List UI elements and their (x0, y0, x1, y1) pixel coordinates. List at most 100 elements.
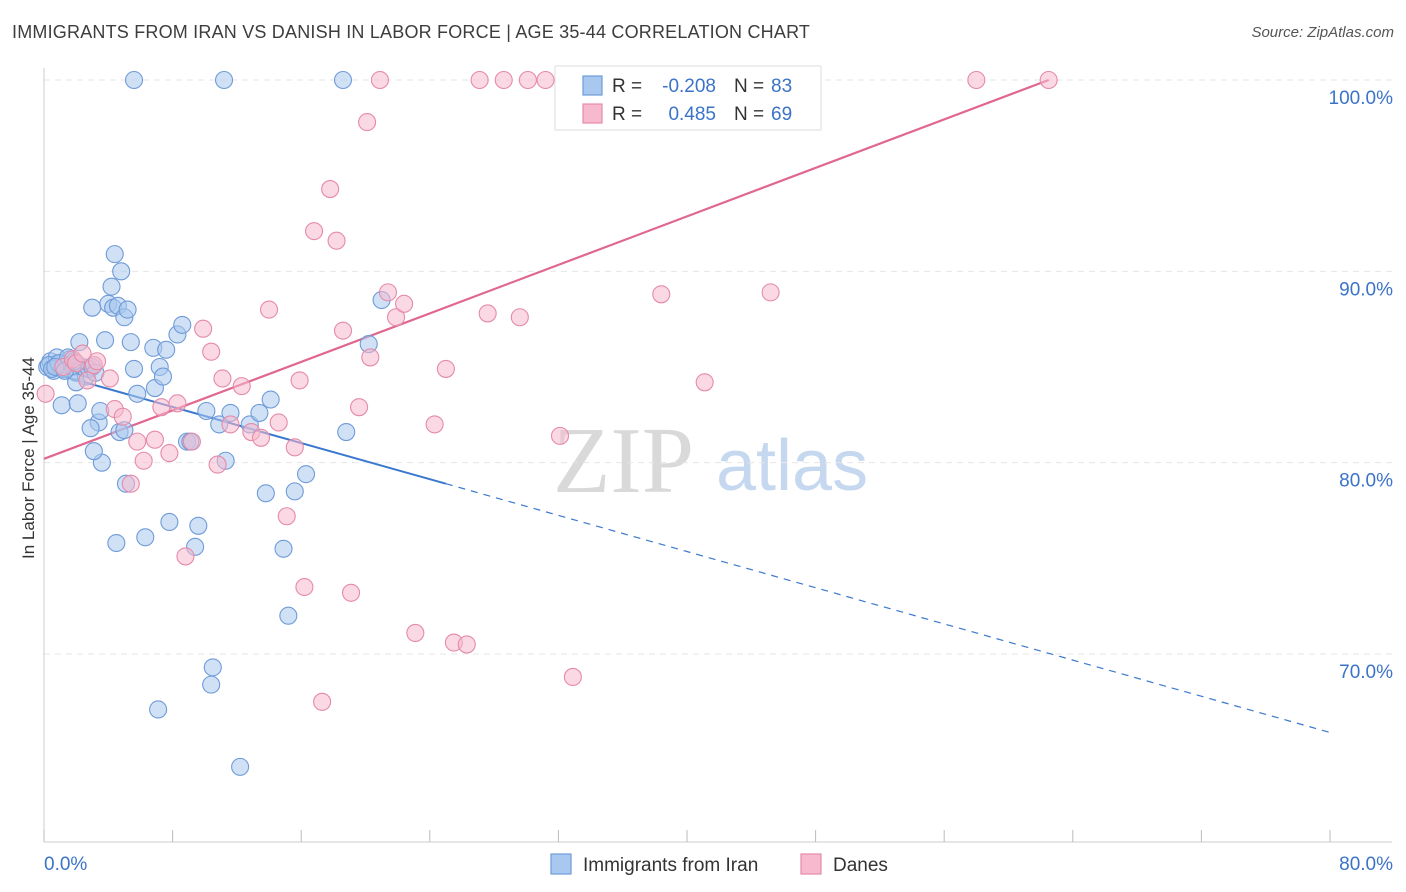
data-point-danes (695, 373, 714, 392)
legend-swatch (582, 103, 603, 124)
data-point-iran (256, 484, 275, 503)
data-point-danes (277, 507, 296, 526)
data-point-danes (967, 70, 986, 90)
gridlines (44, 79, 1392, 655)
bottom-legend: Immigrants from Iran Danes (550, 853, 888, 876)
y-tick-label: 70.0% (1339, 662, 1393, 683)
data-point-danes (510, 308, 529, 327)
data-point-danes (386, 308, 406, 327)
data-point-danes (73, 344, 92, 363)
data-point-danes (361, 348, 380, 367)
data-point-danes (341, 583, 361, 602)
data-point-danes (251, 428, 271, 447)
data-point-danes (395, 294, 414, 313)
data-point-danes (350, 398, 369, 417)
data-point-iran (124, 359, 144, 378)
data-point-iran (173, 315, 192, 334)
data-point-danes (290, 371, 309, 390)
data-point-danes (100, 369, 119, 388)
data-points (36, 70, 1058, 776)
data-point-iran (112, 262, 131, 281)
data-point-danes (121, 474, 140, 493)
legend-n-label: N = (734, 104, 764, 125)
data-point-danes (232, 377, 251, 396)
data-point-danes (327, 231, 346, 250)
data-point-danes (221, 415, 240, 434)
data-point-iran (128, 384, 147, 403)
data-point-danes (436, 359, 455, 378)
data-point-danes (259, 300, 279, 319)
x-tick-label: 80.0% (1339, 854, 1393, 875)
trend-lines (43, 78, 1331, 734)
data-point-danes (406, 623, 425, 643)
data-point-iran (337, 423, 356, 442)
legend-label-iran: Immigrants from Iran (583, 855, 758, 876)
data-point-iran (118, 300, 137, 319)
data-point-iran (261, 390, 280, 409)
data-point-danes (358, 113, 377, 132)
data-point-danes (78, 371, 97, 390)
data-point-danes (160, 444, 179, 463)
data-point-iran (84, 442, 103, 461)
legend-swatch (582, 75, 603, 96)
data-point-danes (313, 692, 332, 711)
data-point-danes (285, 438, 304, 457)
data-point-iran (274, 539, 293, 558)
watermark-atlas: atlas (716, 426, 868, 506)
data-point-danes (761, 283, 780, 302)
data-point-danes (470, 70, 489, 90)
data-point-danes (333, 321, 353, 340)
data-point-danes (550, 426, 570, 445)
data-point-danes (1039, 70, 1058, 90)
data-point-iran (83, 298, 102, 317)
data-point-iran (52, 396, 71, 415)
data-point-danes (269, 413, 288, 432)
data-point-iran (160, 512, 179, 532)
legend-r-value: -0.208 (662, 76, 716, 97)
data-point-iran (250, 403, 269, 422)
data-point-iran (189, 516, 208, 535)
data-point-danes (652, 285, 671, 304)
data-point-danes (113, 407, 132, 426)
data-point-iran (105, 245, 124, 264)
data-point-iran (333, 70, 353, 90)
data-point-danes (295, 577, 314, 597)
legend-n-value: 69 (771, 104, 792, 125)
y-tick-label: 90.0% (1339, 279, 1393, 300)
data-point-danes (202, 342, 221, 361)
data-point-danes (87, 352, 107, 371)
legend-n-label: N = (734, 76, 764, 97)
data-point-iran (214, 70, 234, 90)
data-point-danes (378, 283, 398, 302)
data-point-iran (296, 465, 316, 484)
data-point-danes (457, 635, 476, 654)
data-point-iran (124, 70, 144, 90)
data-point-danes (518, 70, 537, 90)
data-point-danes (145, 430, 164, 449)
data-point-danes (168, 394, 187, 413)
data-point-danes (425, 415, 444, 434)
trend-line-danes (43, 78, 1050, 460)
data-point-danes (182, 432, 201, 451)
data-point-danes (152, 398, 171, 417)
data-point-danes (305, 222, 324, 241)
data-point-iran (279, 606, 298, 625)
data-point-iran (197, 401, 216, 421)
data-point-iran (96, 331, 115, 350)
watermark: ZIP atlas (553, 409, 868, 513)
trend-line-iran-extension (445, 483, 1331, 734)
data-point-danes (494, 70, 513, 90)
legend-box: R = -0.208 N = 83 R = 0.485 N = 69 (554, 65, 822, 131)
data-point-danes (478, 304, 497, 323)
legend-n-value: 83 (771, 76, 792, 97)
data-point-danes (321, 180, 340, 199)
legend-swatch-danes (800, 853, 822, 875)
legend-label-danes: Danes (833, 855, 888, 876)
chart-title: IMMIGRANTS FROM IRAN VS DANISH IN LABOR … (12, 22, 811, 42)
y-axis-label: In Labor Force | Age 35-44 (19, 357, 38, 559)
data-point-iran (203, 658, 222, 677)
y-tick-label: 80.0% (1339, 471, 1393, 492)
chart-source: Source: ZipAtlas.com (1251, 24, 1394, 41)
data-point-danes (213, 369, 232, 388)
